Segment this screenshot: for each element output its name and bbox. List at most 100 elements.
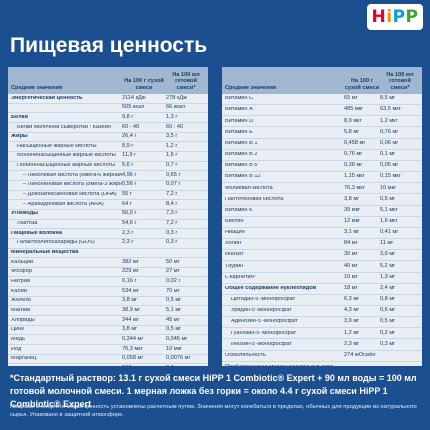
row-name: Витамин С	[225, 96, 254, 102]
row-name: Пантотеновая кислота	[225, 196, 284, 202]
value-per-100g: 1,2 мг	[344, 329, 360, 336]
value-per-100ml: 1,2 мкг	[380, 117, 398, 124]
value-per-100ml: 0,7 г	[166, 162, 178, 169]
value-per-100g: 229 мг	[122, 268, 139, 275]
value-per-100ml: 10 мкг	[166, 345, 183, 352]
row-name: Витамин Е	[225, 129, 253, 135]
row-name: Хлориды	[11, 317, 35, 323]
table-row: Энергетическая ценность 2114 кДж 278 кДж	[8, 94, 208, 104]
value-per-100ml: 0,1 мг	[380, 151, 396, 158]
value-per-100ml: 0,5 мг	[380, 318, 396, 325]
value-per-100g: 1,15 мкг	[344, 173, 365, 180]
row-name: Биотин	[225, 219, 244, 224]
value-per-100ml: 0,045 мг	[166, 335, 188, 342]
row-name: Минеральные вещества	[11, 250, 79, 256]
row-name: Аденозин-5'-монофосфат	[231, 319, 298, 325]
value-per-100ml: 3,5 г	[166, 133, 178, 140]
table-row: Хлориды 344 мг 45 мг	[8, 316, 208, 326]
table-row: Углеводы 56,0 г 7,3 г	[8, 210, 208, 220]
table-row: Лактоза 54,6 г 7,2 г	[8, 220, 208, 230]
header-name: Средние значения	[225, 85, 277, 91]
value-per-100ml: 278 кДж	[166, 94, 187, 101]
row-name: Жиры	[11, 134, 28, 140]
row-name: Лактоза	[17, 221, 38, 227]
value-per-100ml: 0,05 мг	[380, 162, 399, 169]
row-name: Энергетическая ценность	[11, 95, 83, 101]
table-row: Витамин В 2 0,76 мг 0,1 мг	[222, 150, 422, 161]
value-per-100g: 3,8 мг	[122, 297, 138, 304]
table-row: Витамин С 65 мг 8,5 мг	[222, 94, 422, 106]
value-per-100g: 76,3 мкг	[344, 184, 365, 191]
table-row: Таурин 40 мг 5,2 мг	[222, 261, 422, 273]
table-row: Общее содержание нуклеотидов 18 мг 2,4 мг	[222, 284, 422, 295]
row-name: Цинк	[11, 327, 24, 333]
row-name: Гуанозин-5'-монофосфат	[231, 330, 297, 336]
page-title: Пищевая ценность	[10, 34, 208, 57]
value-per-100g: 55 г	[122, 191, 132, 198]
table-row: Витамин Е 5,8 мг 0,76 мг	[222, 127, 422, 139]
value-per-100ml: 7,2 г	[166, 191, 178, 198]
table-row: Минеральные вещества	[8, 249, 208, 259]
value-per-100g: 8,9 мкг	[344, 117, 362, 124]
value-per-100ml: 60 : 40	[166, 123, 184, 130]
table-row: Пробиотическая молочнокислая культура L.…	[222, 362, 422, 366]
value-per-100g: 382 мг	[122, 258, 139, 265]
nutrition-table-right: Средние значения На 100 г сухой смеси На…	[222, 67, 422, 366]
table-row: Насыщенные жирные кислоты 8,9 г 1,2 г	[8, 142, 208, 152]
value-per-100g: 2114 кДж	[122, 94, 146, 101]
value-per-100g: 344 мг	[122, 316, 139, 323]
row-name: Фолиевая кислота	[225, 185, 273, 191]
value-per-100g: 3,9 мг	[344, 318, 360, 325]
row-name: Йод	[11, 346, 22, 352]
value-per-100g: 26,4 г	[122, 133, 137, 140]
table-row: L-карнитин² 10 мг 1,3 мг	[222, 273, 422, 284]
row-name: Насыщенные жирные кислоты	[17, 143, 97, 149]
value-per-100g: 18 мг	[344, 284, 358, 291]
row-name: Пищевые волокна	[11, 230, 62, 236]
row-name: Витамин В 1	[225, 140, 258, 146]
table-row: Ниацин 3,1 мг 0,41 мг	[222, 228, 422, 240]
value-per-100g: 76,3 мкг	[122, 345, 143, 352]
table-row: Гуанозин-5'-монофосфат 1,2 мг 0,2 мг	[222, 328, 422, 340]
value-per-100ml: 11 мг	[380, 240, 394, 247]
row-name: Витамин В 2	[225, 152, 258, 158]
row-name: Уридин-5'-монофосфат	[231, 308, 292, 314]
standard-solution-footnote: *Стандартный раствор: 13.1 г сухой смеси…	[10, 373, 417, 410]
value-per-100g: 11,9 г	[122, 152, 137, 159]
table-row: Витамин В 1 0,458 мг 0,06 мг	[222, 139, 422, 150]
row-name: Инозин-5'-монофосфат	[231, 341, 292, 347]
value-per-100g: 39 мкг	[344, 206, 361, 213]
row-name: – Линоленовая кислота (омега-3 жирная ки…	[23, 182, 122, 188]
table-row: Селен160 мкг2,1 мкг	[8, 364, 208, 366]
table-row: Галактоолигосахариды (GOS) 2,3 г 0,3 г	[8, 239, 208, 249]
value-per-100g: 2,3 мг	[344, 340, 360, 347]
value-per-100g: 9,8 г	[122, 113, 134, 120]
value-per-100g: 2,3 г	[122, 229, 134, 236]
row-name: Мононенасыщенные жирные кислоты	[17, 153, 116, 159]
value-per-100g: 274 мОсм/кг	[344, 351, 376, 358]
header-per-100g: На 100 г сухой смеси	[124, 78, 164, 91]
value-per-100ml: 0,5 мг	[166, 326, 182, 333]
row-name: Витамин В 12	[225, 174, 261, 180]
table-row: Витамин К 39 мкг 5,1 мкг	[222, 206, 422, 217]
table-body: Энергетическая ценность 2114 кДж 278 кДж 50…	[8, 94, 208, 366]
table-row: Полиненасыщенные жирные кислоты 5,6 г 0,7 …	[8, 162, 208, 172]
row-name: Натрий	[11, 279, 30, 284]
table-row: Витамин В 6 0,38 мг 0,05 мг	[222, 161, 422, 173]
value-per-100ml: 10 мкг	[380, 184, 397, 191]
row-name: – Докозагексаеновая кислота (DHA)	[23, 192, 117, 198]
row-name: Пробиотическая молочнокислая культура L.…	[225, 364, 344, 366]
value-per-100g: 534 мг	[122, 287, 139, 294]
table-row: Медь 0,344 мг 0,045 мг	[8, 335, 208, 346]
value-per-100g: 2,3 г	[122, 239, 134, 246]
row-name: – Линолевая кислота (омега-6 жирная кисл…	[23, 172, 122, 178]
row-name: Марганец	[11, 356, 37, 362]
value-per-100ml: 0,2 мг	[380, 329, 396, 336]
table-row: Пищевые волокна 2,3 г 0,3 г	[8, 229, 208, 239]
value-per-100g: 0,56 г	[122, 181, 137, 188]
table-row: Витамин В 12 1,15 мкг 0,15 мкг	[222, 172, 422, 184]
value-per-100g: 40 мг	[344, 262, 358, 269]
value-per-100g: 0,344 мг	[122, 335, 144, 342]
row-name: Фосфор	[11, 269, 32, 275]
